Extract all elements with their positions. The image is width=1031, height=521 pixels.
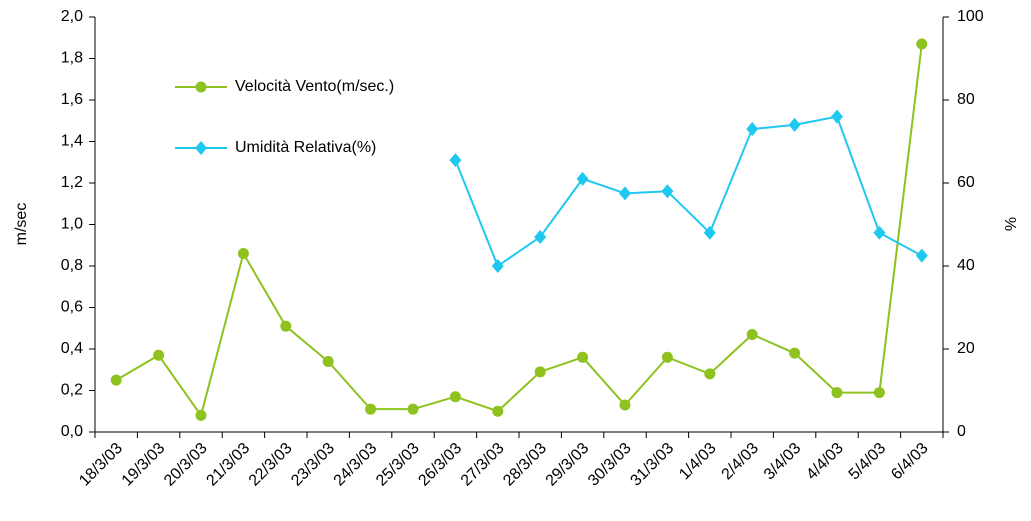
y-tick-label: 1,0 — [61, 216, 83, 233]
x-tick-label: 31/3/03 — [627, 440, 677, 490]
data-point — [322, 355, 334, 367]
y-tick-label: 0,8 — [61, 257, 83, 274]
data-point — [831, 387, 843, 399]
data-point — [534, 366, 546, 378]
data-point — [916, 38, 928, 50]
x-tick-label: 21/3/03 — [203, 440, 253, 490]
legend-marker — [195, 81, 207, 93]
x-tick-label: 1/4/03 — [676, 440, 720, 484]
x-tick-label: 26/3/03 — [415, 440, 465, 490]
data-point — [789, 347, 801, 359]
y2-axis-label: % — [1003, 217, 1020, 231]
x-tick-label: 3/4/03 — [761, 440, 805, 484]
y-tick-label: 0,6 — [61, 299, 83, 316]
data-point — [492, 405, 504, 417]
data-point — [873, 225, 886, 240]
data-point — [280, 320, 292, 332]
y-tick-label: 0,0 — [61, 423, 83, 440]
data-point — [703, 225, 716, 240]
data-point — [746, 328, 758, 340]
x-tick-label: 4/4/03 — [803, 440, 847, 484]
y-tick-label: 1,2 — [61, 174, 83, 191]
series-line — [115, 43, 923, 418]
data-point — [195, 409, 207, 421]
y-tick-label: 2,0 — [61, 8, 83, 25]
data-point — [449, 391, 461, 403]
x-tick-label: 2/4/03 — [719, 440, 763, 484]
y-tick-label: 1,4 — [61, 133, 83, 150]
data-point — [449, 153, 462, 168]
x-tick-label: 25/3/03 — [373, 440, 423, 490]
data-point — [491, 259, 504, 273]
legend-marker — [195, 141, 207, 155]
data-point — [534, 229, 547, 244]
data-point — [577, 351, 589, 363]
y-tick-label: 1,8 — [61, 50, 83, 67]
x-tick-label: 19/3/03 — [119, 440, 169, 490]
data-point — [110, 374, 122, 386]
y-tick-label: 0,4 — [61, 340, 83, 357]
y2-tick-label: 60 — [957, 174, 975, 191]
series-line — [454, 115, 923, 268]
x-tick-label: 18/3/03 — [76, 440, 126, 490]
y2-tick-label: 80 — [957, 91, 975, 108]
legend-label: Velocità Vento(m/sec.) — [235, 78, 394, 95]
data-point — [661, 351, 673, 363]
data-point — [576, 171, 589, 186]
x-tick-label: 30/3/03 — [585, 440, 635, 490]
x-tick-label: 24/3/03 — [331, 440, 381, 490]
data-point — [788, 117, 801, 132]
data-point — [237, 248, 249, 260]
y2-tick-label: 20 — [957, 340, 975, 357]
x-tick-label: 23/3/03 — [288, 440, 338, 490]
x-tick-label: 22/3/03 — [246, 440, 296, 490]
y-tick-label: 1,6 — [61, 91, 83, 108]
data-point — [704, 368, 716, 380]
x-tick-label: 27/3/03 — [458, 440, 508, 490]
x-tick-label: 5/4/03 — [846, 440, 890, 484]
data-point — [407, 403, 419, 415]
data-point — [873, 387, 885, 399]
data-point — [746, 122, 759, 137]
data-point — [619, 399, 631, 411]
y2-tick-label: 100 — [957, 8, 984, 25]
x-tick-label: 20/3/03 — [161, 440, 211, 490]
data-point — [365, 403, 377, 415]
data-point — [661, 184, 674, 199]
y-axis-label: m/sec — [13, 203, 30, 246]
data-point — [619, 186, 631, 201]
x-tick-label: 29/3/03 — [543, 440, 593, 490]
y2-tick-label: 40 — [957, 257, 975, 274]
data-point — [831, 109, 843, 124]
x-tick-label: 6/4/03 — [888, 440, 932, 484]
y2-tick-label: 0 — [957, 423, 966, 440]
legend-label: Umidità Relativa(%) — [235, 139, 376, 156]
data-point — [915, 248, 928, 263]
y-tick-label: 0,2 — [61, 382, 83, 399]
data-point — [153, 349, 165, 361]
x-tick-label: 28/3/03 — [500, 440, 550, 490]
